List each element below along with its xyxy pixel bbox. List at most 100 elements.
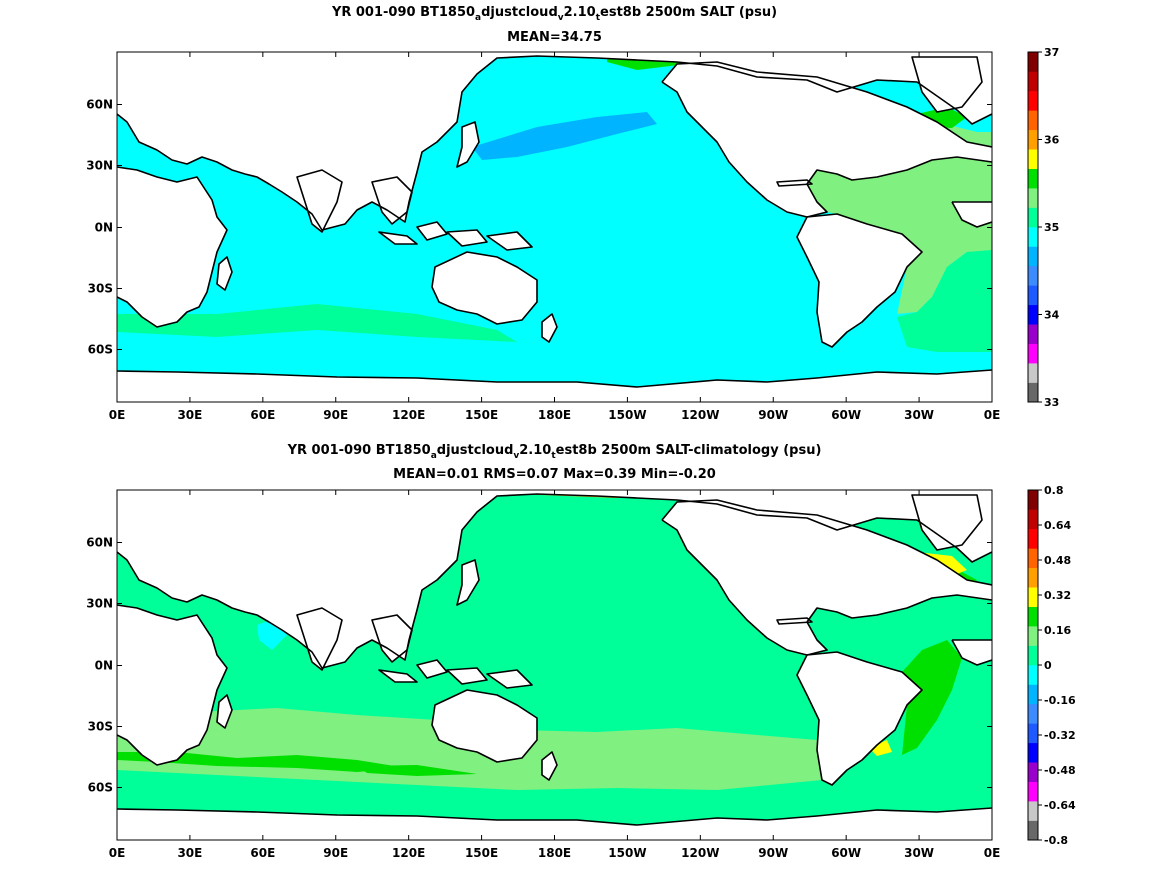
top-southern-band [117,304,517,342]
top-colorbar-swatch [1028,149,1038,169]
bottom-colorbar-label: -0.8 [1044,834,1068,847]
bottom-lon-label: 120E [392,846,425,860]
top-lon-label: 150W [608,408,646,422]
bottom-colorbar-label: -0.16 [1044,694,1076,707]
bottom-colorbar-swatch [1028,587,1038,607]
bottom-colorbar-label: 0 [1044,659,1052,672]
bottom-panel-title: YR 001-090 BT1850adjustcloudv2.10test8b … [287,443,822,461]
top-colorbar-swatch [1028,168,1038,189]
bottom-southern-streak-2 [357,765,477,776]
bottom-colorbar-swatch [1028,801,1038,821]
top-colorbar-label: 36 [1044,134,1060,147]
bottom-colorbar-swatch [1028,684,1038,705]
bottom-colorbar-label: 0.64 [1044,519,1071,532]
bottom-colorbar-label: 0.48 [1044,554,1071,567]
top-lon-label: 30W [904,408,934,422]
bottom-colorbar-swatch [1028,509,1038,530]
bottom-lon-label: 180E [538,846,571,860]
bottom-colorbar-swatch [1028,703,1038,724]
bottom-colorbar-swatch [1028,626,1038,646]
top-lat-label: 30S [88,282,113,296]
bottom-colorbar: 0.8 0.64 0.48 0.32 0.16 0 -0.16 -0.32 -0.48 -0.64… [1027,484,1076,847]
top-colorbar-swatch [1028,343,1038,364]
top-npac-band [472,112,657,160]
bottom-colorbar-swatch [1028,742,1038,763]
bottom-colorbar-swatch [1028,762,1038,782]
bottom-colorbar-label: 0.32 [1044,589,1071,602]
top-lon-label: 90E [323,408,348,422]
top-colorbar-swatch [1028,324,1038,344]
top-colorbar-label: 37 [1044,46,1059,59]
top-axes: 0E 30E 60E 90E 120E 150E 180E 150W 120W 90W 60W 30W… [86,52,1000,422]
top-lon-label: 90W [758,408,788,422]
top-colorbar-swatch [1028,382,1038,403]
top-lon-label: 30E [177,408,202,422]
top-lon-label: 60E [250,408,275,422]
top-colorbar-swatch [1028,110,1038,131]
bottom-colorbar-label: -0.48 [1044,764,1076,777]
bottom-natl-stream [902,640,962,755]
bottom-lon-label: 0E [109,846,126,860]
bottom-lon-label: 30E [177,846,202,860]
bottom-colorbar-swatch [1028,820,1038,841]
bottom-colorbar-label: -0.32 [1044,729,1076,742]
bottom-colorbar-swatch [1028,606,1038,627]
top-lat-label: 60N [86,98,113,112]
bottom-lon-label: 60W [831,846,861,860]
bottom-colorbar-label: 0.16 [1044,624,1071,637]
bottom-lat-label: 60N [86,536,113,550]
top-colorbar-swatch [1028,90,1038,111]
top-lat-label: 0N [95,221,113,235]
top-colorbar-swatch [1028,246,1038,267]
bottom-lon-label: 150E [465,846,498,860]
top-colorbar: 37 36 35 34 33 [1027,46,1060,409]
top-colorbar-label: 35 [1044,221,1059,234]
top-lon-label: 0E [109,408,126,422]
bottom-colorbar-swatch [1028,665,1038,685]
top-colorbar-swatch [1028,265,1038,286]
top-colorbar-label: 33 [1044,396,1059,409]
bottom-lon-label: 60E [250,846,275,860]
top-colorbar-swatch [1028,52,1038,72]
top-colorbar-swatch [1028,129,1038,150]
bottom-colorbar-swatch [1028,723,1038,744]
bottom-lon-label: 30W [904,846,934,860]
top-map [116,51,993,403]
top-lon-label: 120E [392,408,425,422]
bottom-lat-label: 0N [95,659,113,673]
bottom-lat-label: 30N [86,597,113,611]
top-panel-title: YR 001-090 BT1850adjustcloudv2.10test8b … [331,5,778,23]
bottom-colorbar-swatch [1028,645,1038,666]
bottom-axes: 0E 30E 60E 90E 120E 150E 180E 150W 120W 90W 60W 30W… [86,490,1000,860]
top-colorbar-swatch [1028,285,1038,306]
bottom-colorbar-label: 0.8 [1044,484,1064,497]
top-colorbar-swatch [1028,363,1038,383]
bottom-lon-label: 150W [608,846,646,860]
top-colorbar-swatch [1028,227,1038,247]
bottom-colorbar-swatch [1028,490,1038,510]
bottom-panel-stats: MEAN=0.01 RMS=0.07 Max=0.39 Min=-0.20 [393,467,716,482]
top-colorbar-swatch [1028,207,1038,228]
top-lon-label: 0E [984,408,1001,422]
top-colorbar-swatch [1028,304,1038,325]
top-lon-label: 120W [681,408,719,422]
top-panel-stats: MEAN=34.75 [507,30,602,45]
bottom-colorbar-swatch [1028,781,1038,802]
bottom-lon-label: 120W [681,846,719,860]
bottom-colorbar-swatch [1028,528,1038,549]
top-lat-label: 30N [86,159,113,173]
bottom-sa-yellow [869,740,892,756]
bottom-lon-label: 0E [984,846,1001,860]
top-lon-label: 150E [465,408,498,422]
bottom-colorbar-swatch [1028,567,1038,588]
top-lat-label: 60S [88,343,113,357]
top-lon-label: 180E [538,408,571,422]
top-colorbar-swatch [1028,188,1038,208]
top-satlantic-green [897,250,992,352]
bottom-southern-streak-1 [117,752,407,772]
top-lon-label: 60W [831,408,861,422]
bottom-lon-label: 90W [758,846,788,860]
bottom-colorbar-swatch [1028,548,1038,569]
bottom-lat-label: 30S [88,720,113,734]
